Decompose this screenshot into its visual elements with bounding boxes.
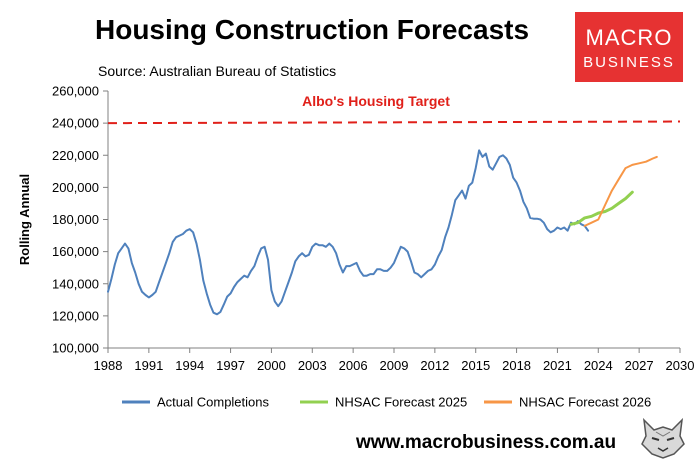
- chart-axes: [107, 91, 680, 349]
- y-tick-label: 160,000: [52, 244, 99, 259]
- y-tick-label: 180,000: [52, 212, 99, 227]
- y-tick-label: 200,000: [52, 180, 99, 195]
- series-line-3: [583, 155, 658, 227]
- legend-label-2: NHSAC Forecast 2025: [335, 395, 467, 410]
- legend-label-1: Actual Completions: [157, 395, 269, 410]
- x-tick-label: 1988: [94, 358, 123, 373]
- target-label: Albo's Housing Target: [302, 93, 450, 109]
- series-line-1: [107, 149, 590, 316]
- legend-label-3: NHSAC Forecast 2026: [519, 395, 651, 410]
- y-tick-label: 240,000: [52, 116, 99, 131]
- series-line-2: [569, 190, 634, 226]
- target-line-group: Albo's Housing Target: [107, 93, 681, 125]
- macrobusiness-logo: MACRO BUSINESS: [575, 12, 683, 82]
- line-chart: 100,000 120,000 140,000 160,000 180,000 200,0…: [17, 84, 694, 410]
- logo-line2: BUSINESS: [583, 54, 675, 71]
- x-tick-label: 2006: [339, 358, 368, 373]
- wolf-icon: [641, 418, 685, 459]
- chart-ticks: 100,000 120,000 140,000 160,000 180,000 200,0…: [17, 84, 694, 374]
- chart-legend: Actual Completions NHSAC Forecast 2025 NHS…: [122, 395, 651, 410]
- x-tick-label: 2015: [461, 358, 490, 373]
- target-line: [107, 120, 681, 125]
- y-tick-label: 220,000: [52, 148, 99, 163]
- chart-source: Source: Australian Bureau of Statistics: [98, 63, 337, 79]
- x-tick-label: 2018: [502, 358, 531, 373]
- x-tick-label: 2030: [666, 358, 695, 373]
- x-tick-label: 1994: [175, 358, 204, 373]
- y-tick-label: 140,000: [52, 276, 99, 291]
- x-tick-label: 2009: [380, 358, 409, 373]
- page-title: Housing Construction Forecasts: [95, 14, 530, 45]
- x-tick-label: 2003: [298, 358, 327, 373]
- x-tick-label: 1997: [216, 358, 245, 373]
- x-tick-label: 1991: [134, 358, 163, 373]
- logo-line1: MACRO: [585, 25, 673, 50]
- x-tick-label: 2021: [543, 358, 572, 373]
- y-axis-title: Rolling Annual: [17, 174, 32, 265]
- x-tick-label: 2024: [584, 358, 613, 373]
- y-tick-label: 260,000: [52, 84, 99, 99]
- x-tick-label: 2012: [420, 358, 449, 373]
- series-group: [107, 149, 658, 316]
- footer-url: www.macrobusiness.com.au: [356, 432, 617, 453]
- y-tick-label: 100,000: [52, 341, 99, 356]
- x-tick-label: 2027: [625, 358, 654, 373]
- x-tick-label: 2000: [257, 358, 286, 373]
- y-tick-label: 120,000: [52, 308, 99, 323]
